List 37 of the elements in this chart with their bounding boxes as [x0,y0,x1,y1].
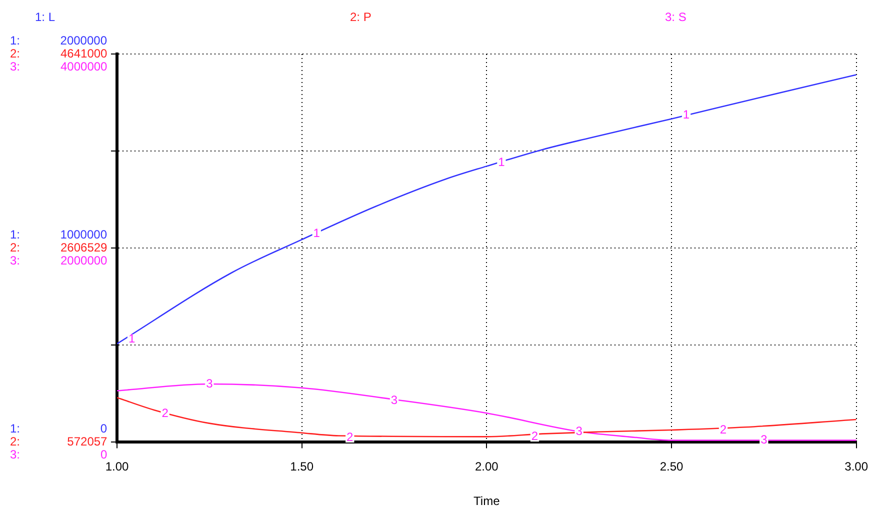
y2-tick-label: 2606529 [60,240,108,254]
annotation: 2 [162,406,169,420]
text: 1: [10,227,20,242]
x-tick-label: 2.00 [474,460,499,474]
text: 2: [10,46,20,60]
annotation: 1 [498,155,506,170]
x-tick-label: 3.00 [844,460,868,474]
annotation: 2 [720,422,727,436]
y3-tick-label: 4000000 [60,59,108,74]
y-tick-label: 1000000 [60,227,108,242]
annotation: 2 [346,430,354,444]
y2-tick-label: 572057 [67,434,108,449]
text: 3: [10,253,20,268]
text: 1: L [35,10,56,24]
annotation: 2 [531,428,538,443]
annotation: 1 [128,332,136,346]
y2-tick-label: 4641000 [60,46,108,60]
y-tick-label: 2000000 [60,33,108,48]
annotation: 3 [576,424,583,438]
annotation: 3 [760,432,768,447]
annotation: 1 [313,226,320,240]
text: 3: S [665,10,686,24]
x-axis-title: Time [474,494,500,508]
annotation: 1 [682,107,690,122]
text: 3: [10,448,20,462]
text: 2: [10,434,20,449]
text: 2: [10,240,20,254]
text: 2: P [350,10,372,24]
x-tick-label: 2.50 [660,460,684,474]
x-tick-label: 1.00 [105,460,129,474]
annotation: 3 [390,392,398,407]
text: 1: [10,422,20,436]
text: 1: [10,33,20,48]
annotation: 3 [206,376,214,391]
x-tick-label: 1.50 [290,460,314,474]
y-tick-label: 0 [100,422,108,436]
text: 3: [10,59,20,74]
